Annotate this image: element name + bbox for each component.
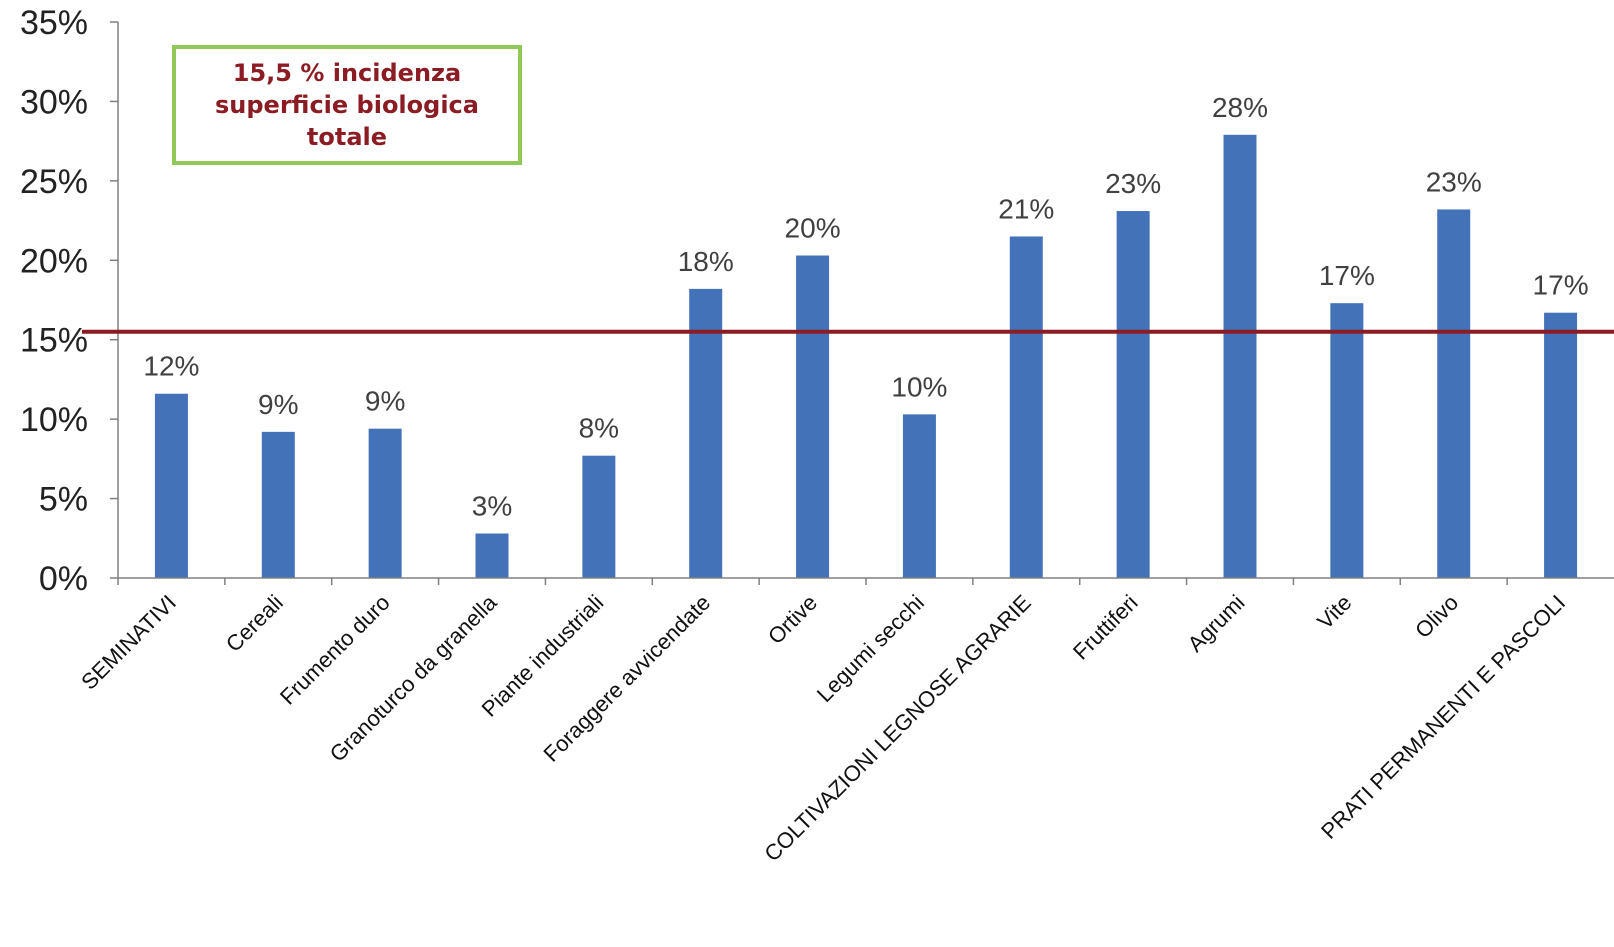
bar [1544,312,1578,578]
bar [796,255,830,578]
data-label: 21% [998,193,1054,224]
data-label: 28% [1212,92,1268,123]
data-label: 8% [579,413,619,444]
x-tick-label: Olivo [1410,590,1463,643]
x-tick-label: Fruttiferi [1068,590,1143,665]
y-tick-label: 20% [20,242,88,280]
bars [154,134,1578,579]
y-tick-label: 10% [20,401,88,439]
data-label: 9% [258,389,298,420]
data-labels: 12% 9% 9% 3% 8% 18% 20% 10% 21% 23% 28% 17% 23% 17% [143,92,1588,522]
data-label: 9% [365,386,405,417]
y-axis: 0% 5% 10% 15% 20% 25% 30% 35% [20,4,119,598]
bar [475,533,509,578]
data-label: 23% [1426,166,1482,197]
y-tick-label: 30% [20,83,88,121]
data-label: 12% [143,351,199,382]
x-tick-label: Ortive [763,590,822,649]
data-label: 18% [678,246,734,277]
bar [1223,134,1257,578]
x-tick-label: SEMINATIVI [76,590,181,695]
y-tick-label: 15% [20,322,88,360]
x-tick-label: Vite [1312,590,1356,634]
x-tick-label: Legumi secchi [812,590,929,707]
data-label: 10% [891,371,947,402]
x-tick-label: Agrumi [1183,590,1250,657]
bar [1330,303,1364,578]
data-label: 17% [1319,260,1375,291]
data-label: 17% [1533,270,1589,301]
bar [902,414,936,578]
data-label: 3% [472,491,512,522]
y-tick-label: 25% [20,163,88,201]
data-label: 20% [785,213,841,244]
bar [1009,236,1043,578]
annotation-text: 15,5 % incidenza superficie biologica to… [215,59,479,151]
y-tick-label: 35% [20,4,88,42]
bar [154,393,188,578]
x-tick-label: Frumento duro [275,590,395,710]
x-tick-label: Cereali [221,590,288,657]
bar [689,288,723,578]
bar [1116,211,1150,579]
x-tick-label: PRATI PERMANENTI E PASCOLI [1316,590,1570,844]
bar [368,428,402,578]
data-label: 23% [1105,168,1161,199]
bar [261,431,295,578]
y-tick-label: 0% [39,560,88,598]
bar [582,455,616,578]
bar [1437,209,1471,579]
y-tick-label: 5% [39,481,88,519]
annotation-box: 15,5 % incidenza superficie biologica to… [172,45,522,165]
